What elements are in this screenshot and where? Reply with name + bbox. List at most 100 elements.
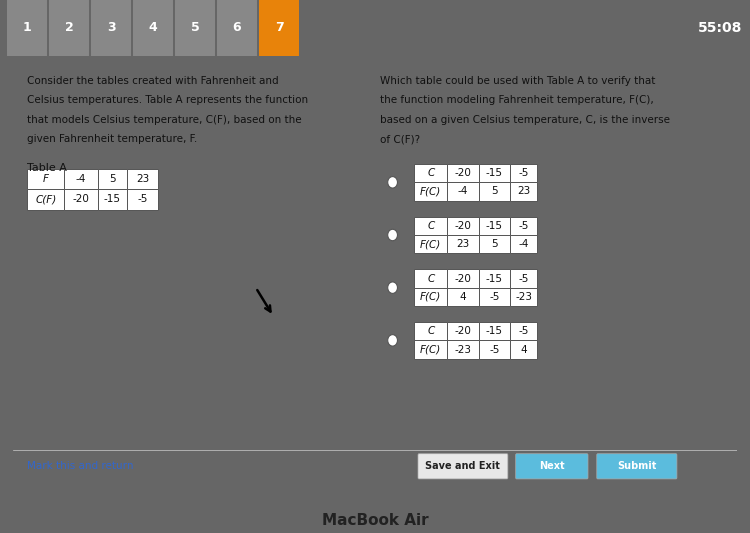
Text: -5: -5 [518, 221, 529, 231]
Text: given Fahrenheit temperature, F.: given Fahrenheit temperature, F. [27, 134, 197, 144]
Bar [478, 182, 510, 200]
Bar [127, 168, 158, 189]
FancyBboxPatch shape [133, 0, 173, 104]
Bar [447, 288, 478, 306]
Text: 4: 4 [148, 21, 158, 35]
FancyBboxPatch shape [597, 454, 677, 479]
Text: 1: 1 [22, 21, 32, 35]
Bar [510, 269, 537, 288]
Text: 55:08: 55:08 [698, 21, 742, 35]
Bar [27, 168, 64, 189]
Bar [447, 235, 478, 253]
Text: Consider the tables created with Fahrenheit and: Consider the tables created with Fahrenh… [27, 76, 279, 86]
Bar [478, 322, 510, 341]
FancyBboxPatch shape [91, 0, 131, 104]
Bar [64, 189, 98, 210]
Circle shape [388, 176, 398, 188]
Bar [510, 235, 537, 253]
Text: -5: -5 [137, 195, 148, 205]
Text: 2: 2 [64, 21, 74, 35]
Bar [414, 269, 447, 288]
Text: -5: -5 [518, 168, 529, 178]
Text: C: C [427, 273, 434, 284]
Bar [510, 217, 537, 235]
Text: -15: -15 [486, 273, 502, 284]
Text: of C(F)?: of C(F)? [380, 134, 420, 144]
Text: -15: -15 [486, 221, 502, 231]
Bar [447, 341, 478, 359]
Bar [478, 164, 510, 182]
Text: -15: -15 [486, 326, 502, 336]
Text: F(C): F(C) [420, 239, 441, 249]
Text: F: F [43, 174, 49, 184]
Text: 3: 3 [106, 21, 116, 35]
Text: Submit: Submit [617, 462, 656, 471]
Text: F(C): F(C) [420, 292, 441, 302]
Text: -20: -20 [454, 273, 471, 284]
Bar [478, 217, 510, 235]
FancyBboxPatch shape [217, 0, 257, 104]
Circle shape [388, 282, 398, 293]
Bar [510, 322, 537, 341]
Text: Celsius temperatures. Table A represents the function: Celsius temperatures. Table A represents… [27, 95, 308, 106]
Bar [414, 182, 447, 200]
Text: 6: 6 [232, 21, 242, 35]
Text: that models Celsius temperature, C(F), based on the: that models Celsius temperature, C(F), b… [27, 115, 302, 125]
Text: -4: -4 [76, 174, 86, 184]
Text: -5: -5 [489, 344, 500, 354]
Text: -15: -15 [486, 168, 502, 178]
Text: -20: -20 [454, 221, 471, 231]
Bar [98, 168, 127, 189]
Bar [478, 269, 510, 288]
Text: the function modeling Fahrenheit temperature, F(C),: the function modeling Fahrenheit tempera… [380, 95, 654, 106]
Text: -20: -20 [73, 195, 89, 205]
Bar [447, 164, 478, 182]
Text: based on a given Celsius temperature, C, is the inverse: based on a given Celsius temperature, C,… [380, 115, 670, 125]
Bar [27, 189, 64, 210]
Bar [414, 322, 447, 341]
FancyBboxPatch shape [7, 0, 47, 104]
Text: -5: -5 [518, 273, 529, 284]
Text: -4: -4 [518, 239, 529, 249]
Text: 23: 23 [517, 187, 530, 197]
Text: 23: 23 [136, 174, 149, 184]
Bar [98, 189, 127, 210]
Text: F(C): F(C) [420, 187, 441, 197]
Bar [478, 341, 510, 359]
Bar [64, 168, 98, 189]
Bar [510, 288, 537, 306]
Text: Mark this and return: Mark this and return [27, 462, 133, 471]
Text: 4: 4 [460, 292, 466, 302]
Text: 5: 5 [109, 174, 115, 184]
Bar [447, 217, 478, 235]
Text: 4: 4 [520, 344, 526, 354]
Bar [510, 182, 537, 200]
Circle shape [388, 335, 398, 346]
Text: -23: -23 [515, 292, 532, 302]
Bar [414, 217, 447, 235]
Text: C: C [427, 221, 434, 231]
Text: Which table could be used with Table A to verify that: Which table could be used with Table A t… [380, 76, 656, 86]
Bar [510, 341, 537, 359]
FancyBboxPatch shape [516, 454, 588, 479]
Text: C: C [427, 168, 434, 178]
Text: 5: 5 [491, 239, 497, 249]
Text: -20: -20 [454, 326, 471, 336]
Text: -20: -20 [454, 168, 471, 178]
Bar [414, 164, 447, 182]
Text: C(F): C(F) [35, 195, 56, 205]
Text: Save and Exit: Save and Exit [425, 462, 500, 471]
FancyBboxPatch shape [175, 0, 215, 104]
Bar [414, 288, 447, 306]
Bar [127, 189, 158, 210]
Text: 7: 7 [274, 21, 284, 35]
Bar [414, 235, 447, 253]
Bar [478, 235, 510, 253]
Text: 5: 5 [190, 21, 200, 35]
Text: C: C [427, 326, 434, 336]
Text: F(C): F(C) [420, 344, 441, 354]
Bar [447, 322, 478, 341]
Bar [510, 164, 537, 182]
Bar [414, 341, 447, 359]
FancyBboxPatch shape [418, 454, 508, 479]
